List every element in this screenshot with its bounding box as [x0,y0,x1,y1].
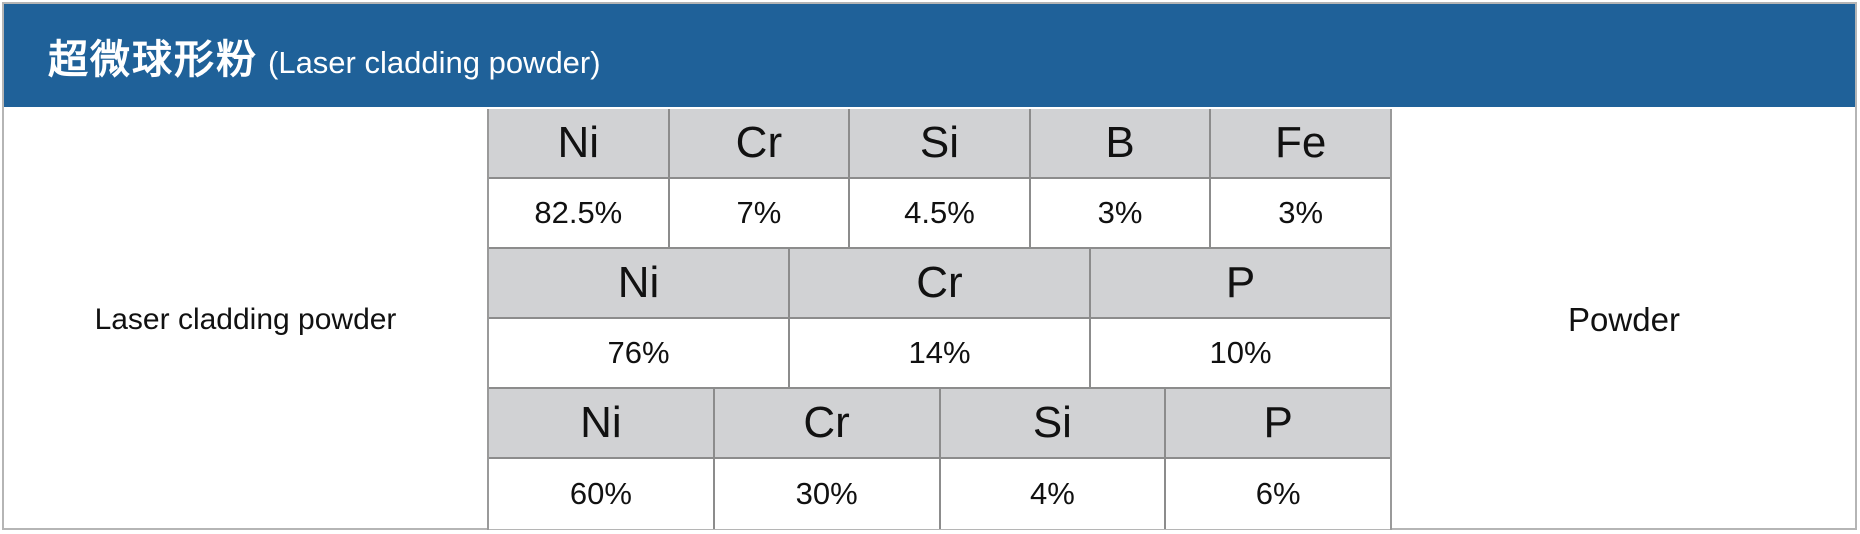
element-cell: Ni [489,389,715,459]
percentage-row: 76% 14% 10% [489,319,1390,389]
page-title: 超微球形粉 (Laser cladding powder) [48,27,601,85]
percentage-cell: 10% [1091,319,1390,389]
element-cell: Cr [790,249,1091,319]
composition-group-1: Ni Cr Si B Fe 82.5% 7% 4.5% 3% 3% [489,109,1390,249]
percentage-cell: 76% [489,319,790,389]
title-english: (Laser cladding powder) [268,44,601,80]
composition-group-2: Ni Cr P 76% 14% 10% [489,249,1390,389]
percentage-row: 82.5% 7% 4.5% 3% 3% [489,179,1390,249]
element-cell: Si [850,109,1031,179]
title-chinese: 超微球形粉 [48,36,258,83]
element-cell: P [1091,249,1390,319]
element-cell: P [1166,389,1390,459]
element-cell: Cr [714,389,941,459]
element-row: Ni Cr P [489,249,1390,319]
percentage-row: 60% 30% 4% 6% [489,459,1390,529]
percentage-cell: 60% [489,459,715,529]
percentage-cell: 82.5% [489,179,670,249]
percentage-cell: 7% [669,179,851,249]
percentage-cell: 3% [1030,179,1212,249]
element-cell: Cr [669,109,851,179]
percentage-cell: 3% [1211,179,1390,249]
percentage-cell: 4.5% [850,179,1031,249]
element-cell: Si [940,389,1167,459]
composition-grid: Ni Cr Si B Fe 82.5% 7% 4.5% 3% 3% Ni Cr … [489,109,1390,530]
element-row: Ni Cr Si P [489,389,1390,459]
element-row: Ni Cr Si B Fe [489,109,1390,179]
composition-group-3: Ni Cr Si P 60% 30% 4% 6% [489,389,1390,529]
table-header: 超微球形粉 (Laser cladding powder) [4,4,1855,107]
percentage-cell: 30% [714,459,941,529]
product-name-cell: Laser cladding powder [4,109,489,530]
form-cell: Powder [1390,109,1856,530]
element-cell: B [1030,109,1212,179]
percentage-cell: 6% [1166,459,1390,529]
element-cell: Ni [489,109,670,179]
percentage-cell: 14% [790,319,1091,389]
element-cell: Ni [489,249,790,319]
percentage-cell: 4% [940,459,1167,529]
element-cell: Fe [1211,109,1390,179]
